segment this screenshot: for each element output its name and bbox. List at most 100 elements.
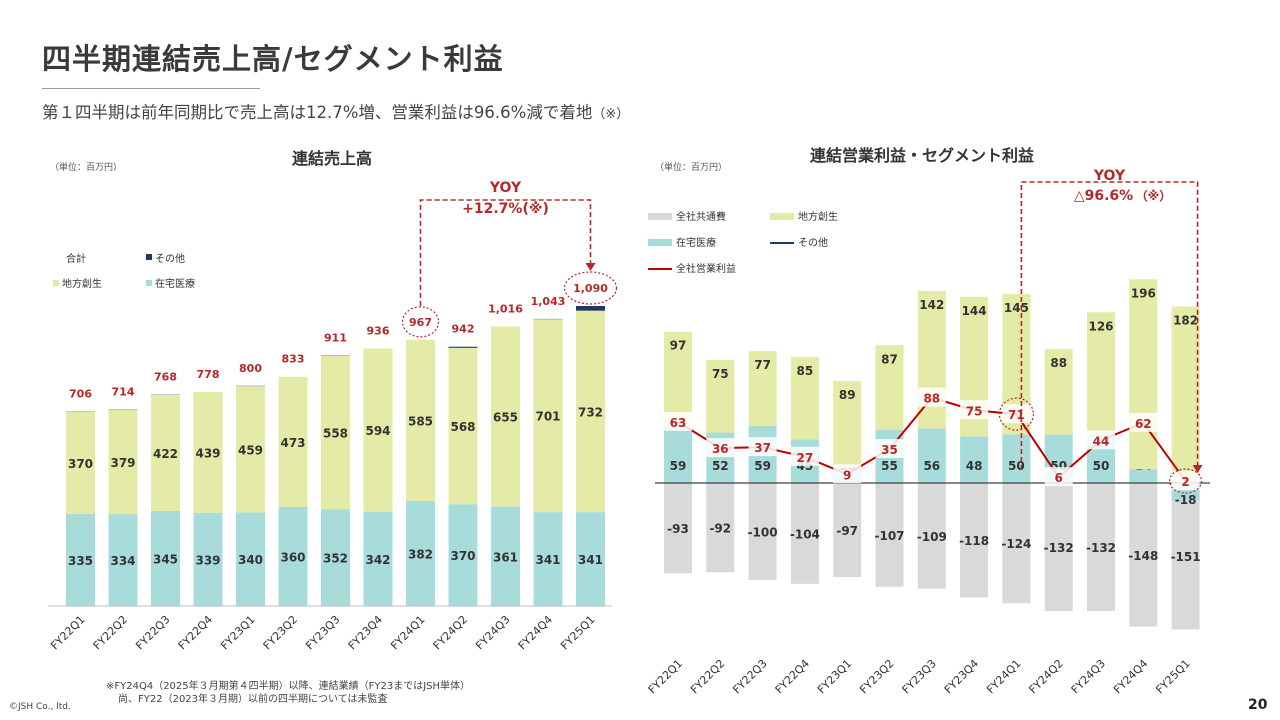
profit-label-kyotsu: -100 (748, 526, 778, 540)
profit-x-tick: FY23Q1 (815, 657, 854, 696)
op-profit-label-bg (960, 400, 989, 420)
sales-x-tick: FY25Q1 (558, 613, 597, 652)
profit-bar-chiho (833, 381, 862, 468)
profit-bar-kyotsu (875, 483, 904, 587)
op-profit-label: 2 (1181, 475, 1189, 489)
sales-x-tick: FY23Q4 (346, 613, 385, 652)
legend-swatch-chiho (770, 213, 794, 220)
sales-x-tick: FY22Q4 (176, 613, 215, 652)
profit-label-chiho: 145 (1004, 301, 1029, 315)
sales-x-tick: FY24Q4 (516, 613, 555, 652)
page-title: 四半期連結売上高/セグメント利益 (42, 42, 504, 76)
sales-label-zaitaku: 345 (153, 553, 178, 567)
legend-label-kyotsu: 全社共通費 (676, 210, 726, 223)
sales-bar-chiho (108, 409, 138, 515)
sales-chart-title: 連結売上高 (292, 149, 372, 168)
sales-label-chiho: 459 (238, 443, 263, 457)
sales-total-label: 1,043 (531, 295, 566, 308)
profit-label-chiho: 75 (712, 367, 729, 381)
legend-label-op-profit: 全社営業利益 (676, 262, 736, 275)
profit-label-zaitaku: 56 (923, 459, 940, 473)
sales-bar-zaitaku (236, 512, 265, 606)
op-profit-label: 62 (1135, 417, 1152, 431)
profit-x-tick: FY24Q4 (1111, 657, 1150, 696)
profit-bar-kyotsu (833, 483, 862, 578)
sales-bar-chiho (406, 339, 435, 501)
sales-total-label: 768 (154, 371, 177, 384)
sales-total-label: 833 (282, 353, 305, 366)
sales-total-label: 936 (367, 324, 390, 337)
op-profit-label: 9 (843, 468, 851, 482)
sales-label-chiho: 585 (408, 414, 433, 428)
sales-total-label: 800 (239, 362, 262, 375)
sales-bar-chiho (321, 355, 350, 510)
profit-label-zaitaku: 59 (754, 459, 771, 473)
profit-yoy-bracket (1020, 181, 1199, 472)
profit-x-tick: FY24Q1 (984, 657, 1023, 696)
sales-bar-zaitaku (576, 512, 605, 606)
profit-yoy-label: YOY (1093, 168, 1126, 184)
profit-bar-zaitaku (917, 428, 946, 483)
sales-total-label: 911 (324, 331, 347, 344)
profit-yoy-value: △96.6% (1074, 188, 1133, 204)
footnote: ※FY24Q4（2025年３月期第４四半期）以降、連結業績（FY23まではJSH… (106, 680, 470, 706)
profit-x-tick: FY22Q1 (646, 657, 685, 696)
sales-bar-chiho (491, 326, 520, 507)
profit-yoy-note: （※） (1136, 188, 1172, 203)
op-profit-label: 35 (881, 443, 898, 457)
profit-label-zaitaku: 50 (1093, 459, 1110, 473)
sales-label-chiho: 422 (153, 447, 178, 461)
legend-label-chiho: 地方創生 (62, 277, 102, 290)
profit-chart-title: 連結営業利益・セグメント利益 (810, 146, 1034, 165)
op-profit-label: 71 (1008, 408, 1025, 422)
sales-label-zaitaku: 361 (493, 550, 518, 564)
op-profit-label-bg (790, 446, 819, 466)
profit-x-tick: FY22Q3 (730, 657, 769, 696)
sales-total-label: 942 (452, 323, 475, 336)
legend-label-sonota: その他 (155, 252, 185, 265)
sales-label-zaitaku: 339 (195, 553, 220, 567)
profit-label-zaitaku: -18 (1175, 493, 1197, 507)
profit-bar-kyotsu (790, 483, 819, 584)
profit-bar-zaitaku (1002, 434, 1031, 483)
sales-label-chiho: 701 (535, 410, 560, 424)
sales-yoy-value: +12.7%(※) (462, 201, 549, 217)
profit-bar-chiho (790, 356, 819, 440)
sales-yoy-arrowhead (585, 263, 596, 271)
legend-swatch-kyotsu (648, 213, 672, 220)
op-profit-label: 27 (797, 451, 814, 465)
sales-bar-chiho (363, 348, 393, 512)
profit-bar-zaitaku (1129, 469, 1158, 483)
sales-x-tick: FY24Q1 (388, 613, 427, 652)
profit-bar-zaitaku (664, 425, 692, 483)
profit-label-chiho: 196 (1131, 286, 1156, 300)
sales-x-tick: FY24Q3 (473, 613, 512, 652)
profit-bar-chiho (1129, 279, 1158, 470)
profit-x-tick: FY22Q4 (773, 657, 812, 696)
profit-label-chiho: 77 (754, 358, 771, 372)
sales-label-chiho: 568 (450, 420, 475, 434)
sales-total-label: 1,090 (573, 282, 608, 295)
sales-label-chiho: 594 (365, 424, 390, 438)
profit-label-kyotsu: -93 (667, 522, 689, 536)
op-profit-label-bg (875, 439, 904, 459)
sales-bar-zaitaku (108, 514, 138, 606)
page-subtitle: 第１四半期は前年同期比で売上高は12.7%増、営業利益は96.6%減で着地（※） (42, 99, 629, 123)
sales-label-zaitaku: 352 (323, 552, 348, 566)
profit-x-tick: FY23Q2 (857, 657, 896, 696)
sales-label-zaitaku: 341 (578, 553, 603, 567)
op-profit-label-bg (706, 438, 735, 458)
legend-total-label: 合計 (66, 252, 86, 265)
op-profit-label-bg (1171, 471, 1200, 491)
sales-total-label: 706 (69, 388, 92, 401)
profit-bar-chiho (1171, 306, 1200, 483)
profit-label-kyotsu: -132 (1086, 541, 1116, 555)
profit-label-kyotsu: -148 (1128, 549, 1158, 563)
profit-label-kyotsu: -118 (959, 534, 989, 548)
sales-label-zaitaku: 360 (280, 550, 305, 564)
op-profit-label-bg (748, 437, 777, 457)
op-profit-label: 63 (670, 416, 687, 430)
sales-label-chiho: 473 (280, 436, 305, 450)
